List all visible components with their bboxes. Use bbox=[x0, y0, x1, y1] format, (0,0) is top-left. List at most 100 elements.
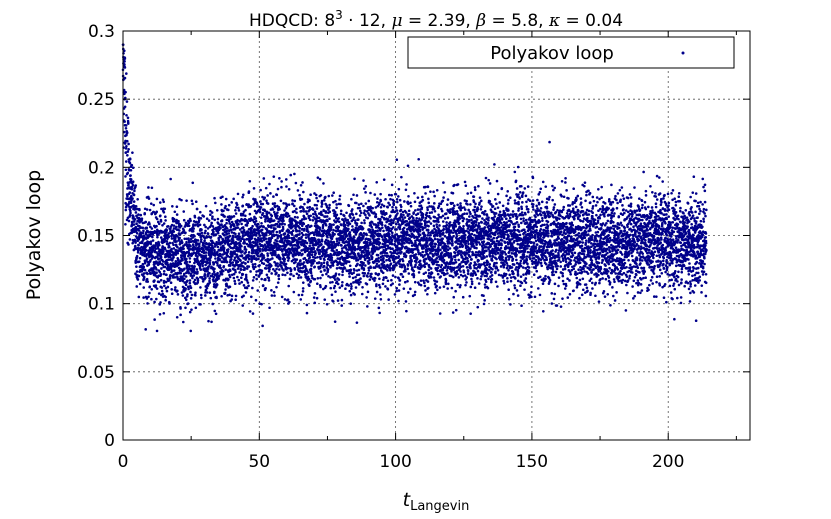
data-point bbox=[156, 235, 159, 239]
data-point bbox=[265, 213, 269, 217]
data-point bbox=[428, 214, 431, 218]
data-point bbox=[211, 272, 214, 276]
data-point bbox=[251, 246, 255, 250]
data-point bbox=[295, 229, 299, 233]
data-point bbox=[184, 306, 187, 310]
data-point bbox=[170, 223, 174, 227]
data-point bbox=[424, 185, 427, 189]
data-point bbox=[241, 212, 245, 216]
data-point bbox=[124, 124, 128, 127]
data-point bbox=[378, 286, 382, 289]
data-point bbox=[205, 286, 209, 290]
data-point bbox=[369, 191, 372, 195]
data-point bbox=[150, 287, 154, 291]
data-point bbox=[234, 232, 237, 236]
data-point bbox=[352, 193, 355, 197]
data-point bbox=[212, 276, 216, 279]
data-point bbox=[245, 279, 249, 282]
data-point bbox=[149, 202, 153, 205]
data-point bbox=[141, 240, 144, 244]
data-point bbox=[135, 270, 139, 273]
data-point bbox=[224, 204, 227, 208]
data-point bbox=[278, 207, 281, 211]
data-point bbox=[334, 290, 337, 293]
data-point bbox=[301, 233, 305, 237]
data-point bbox=[319, 210, 323, 214]
data-point bbox=[388, 214, 392, 218]
data-point bbox=[362, 268, 366, 272]
data-point bbox=[436, 272, 440, 276]
data-point bbox=[230, 201, 234, 204]
data-point bbox=[158, 232, 161, 235]
data-point bbox=[416, 212, 420, 215]
data-point bbox=[282, 213, 286, 217]
data-point bbox=[363, 258, 367, 262]
data-point bbox=[321, 273, 324, 277]
data-point bbox=[185, 240, 188, 244]
data-point bbox=[340, 298, 344, 302]
data-point bbox=[337, 220, 341, 224]
data-point bbox=[148, 208, 152, 212]
data-point bbox=[251, 218, 254, 222]
data-point bbox=[194, 223, 197, 227]
data-point bbox=[326, 219, 329, 223]
data-point bbox=[209, 235, 213, 239]
data-point bbox=[426, 280, 430, 283]
data-point bbox=[126, 150, 130, 153]
data-point bbox=[171, 205, 174, 208]
data-point bbox=[148, 285, 152, 288]
data-point bbox=[415, 257, 419, 261]
data-point bbox=[433, 194, 436, 198]
chart-title: HDQCD: 83 · 12, μ = 2.39, β = 5.8, κ = 0… bbox=[249, 8, 623, 31]
data-point bbox=[437, 264, 441, 267]
data-point bbox=[185, 260, 189, 264]
data-point bbox=[251, 279, 255, 282]
data-point bbox=[147, 186, 150, 189]
data-point bbox=[161, 224, 164, 227]
data-point bbox=[241, 204, 245, 208]
data-point bbox=[350, 197, 353, 201]
data-point bbox=[299, 259, 302, 262]
data-point bbox=[220, 273, 224, 276]
data-point bbox=[416, 196, 420, 199]
data-point bbox=[373, 279, 376, 282]
data-point bbox=[391, 205, 394, 209]
data-point bbox=[298, 226, 302, 230]
data-point bbox=[280, 180, 283, 183]
data-point bbox=[283, 298, 287, 301]
data-point bbox=[258, 263, 261, 267]
data-point bbox=[160, 286, 164, 289]
data-point bbox=[280, 185, 283, 189]
data-point bbox=[255, 277, 258, 281]
data-point bbox=[377, 283, 381, 287]
data-point bbox=[270, 289, 273, 292]
data-point bbox=[157, 257, 161, 261]
data-point bbox=[403, 266, 407, 269]
data-point bbox=[162, 311, 166, 315]
data-point bbox=[270, 272, 273, 275]
data-point bbox=[384, 197, 387, 201]
data-point bbox=[423, 284, 427, 288]
data-point bbox=[348, 222, 352, 226]
data-point bbox=[436, 218, 440, 221]
data-point bbox=[309, 267, 313, 271]
data-point bbox=[259, 200, 262, 203]
data-point bbox=[141, 262, 145, 266]
data-point bbox=[152, 203, 156, 207]
data-point bbox=[337, 273, 341, 276]
data-point bbox=[426, 244, 429, 248]
data-point bbox=[398, 283, 401, 286]
data-point bbox=[228, 234, 232, 238]
data-point bbox=[273, 269, 277, 273]
data-point bbox=[260, 240, 264, 243]
data-point bbox=[427, 220, 431, 223]
data-point bbox=[307, 230, 310, 234]
data-point bbox=[311, 208, 315, 211]
data-point bbox=[173, 210, 177, 214]
data-point bbox=[260, 302, 263, 306]
data-point bbox=[213, 245, 217, 248]
data-point bbox=[149, 240, 153, 244]
data-point bbox=[132, 215, 135, 218]
data-point bbox=[364, 213, 367, 217]
data-point bbox=[253, 262, 257, 266]
